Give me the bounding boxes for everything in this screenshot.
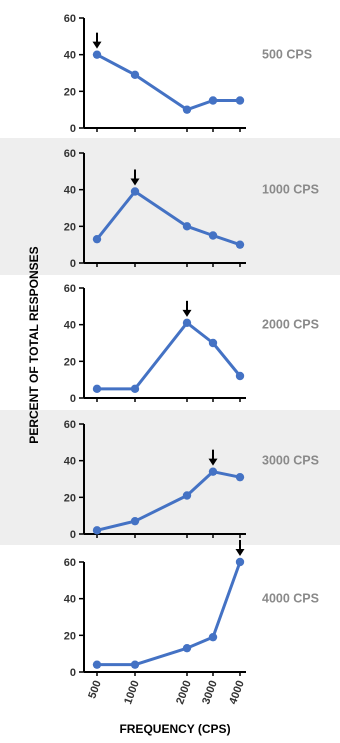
data-point [208,632,218,642]
data-point [92,660,102,669]
data-point [92,526,102,535]
x-tick-label: 3000 [200,679,220,706]
data-point [130,187,140,196]
data-point [130,516,140,526]
data-point [182,643,192,653]
data-point [92,384,102,394]
series-line [97,561,242,667]
y-tick-label: 20 [64,86,76,98]
y-tick-label: 60 [64,283,76,295]
arrow-head [208,458,218,466]
y-tick-label: 60 [64,13,76,25]
x-tick-label: 1000 [122,679,142,706]
panel-1: 0 20 40 60 500 CPS [64,13,312,135]
y-tick-label: 0 [70,393,76,405]
y-tick-label: 60 [64,557,76,569]
y-tick-label: 0 [70,529,76,541]
data-point [208,231,218,240]
y-tick-label: 20 [64,356,76,368]
series-line [96,53,240,112]
y-tick-label: 40 [64,185,76,197]
y-tick-label: 20 [64,221,76,233]
panel-backgrounds [0,138,340,545]
y-tick-label: 40 [64,320,76,332]
data-point [130,70,140,80]
panel-title: 1000 CPS [262,182,319,196]
arrow-down-icon [130,169,140,186]
data-point [208,467,218,476]
data-point [235,240,245,249]
panel-title: 500 CPS [262,47,312,61]
data-point [235,557,245,567]
data-point [92,234,102,244]
data-point [235,96,245,105]
arrow-head [130,178,140,186]
arrow-down-icon [92,32,102,49]
y-tick-label: 40 [64,50,76,62]
series-line [97,321,242,391]
data-point [182,491,192,500]
panel-title: 2000 CPS [262,317,319,331]
y-tick-label: 60 [64,419,76,431]
arrow-down-icon [182,300,192,317]
data-point [208,338,218,348]
y-tick-label: 60 [64,148,76,160]
panel-2: 0 20 40 60 1000 CPS [64,148,319,270]
y-tick-label: 40 [64,594,76,606]
panel-title: 4000 CPS [262,591,319,605]
data-point [235,472,245,482]
panel-title: 3000 CPS [262,453,319,467]
data-point [130,660,140,669]
data-point [182,222,192,231]
panel-3: 0 20 40 60 2000 CPS [64,283,319,405]
data-point [208,96,218,105]
arrow-head [182,309,192,317]
data-point [182,318,192,328]
y-tick-label: 0 [70,123,76,135]
panel-2-background [0,138,340,275]
arrow-head [92,41,102,49]
data-point [130,384,140,394]
arrow-head [235,549,245,556]
panel-4-background [0,410,340,545]
x-tick-label: 2000 [174,679,194,706]
data-point [235,371,245,381]
y-tick-label: 20 [64,492,76,504]
y-tick-label: 20 [64,630,76,642]
data-point [92,50,102,59]
panel-5: 0 20 40 60 4000 CPS 500 1000 2000 3000 4000 [64,540,319,706]
panel-4: 0 20 40 60 3000 CPS [64,419,319,541]
arrow-down-icon [208,449,218,466]
y-tick-label: 0 [70,667,76,679]
x-tick-label: 500 [86,679,104,700]
x-axis-title: FREQUENCY (CPS) [119,722,230,736]
y-axis-title: PERCENT OF TOTAL RESPONSES [27,246,41,443]
y-tick-label: 40 [64,456,76,468]
y-tick-label: 0 [70,258,76,270]
arrow-down-icon [235,540,245,556]
x-tick-label: 4000 [227,679,247,706]
data-point [182,105,192,114]
